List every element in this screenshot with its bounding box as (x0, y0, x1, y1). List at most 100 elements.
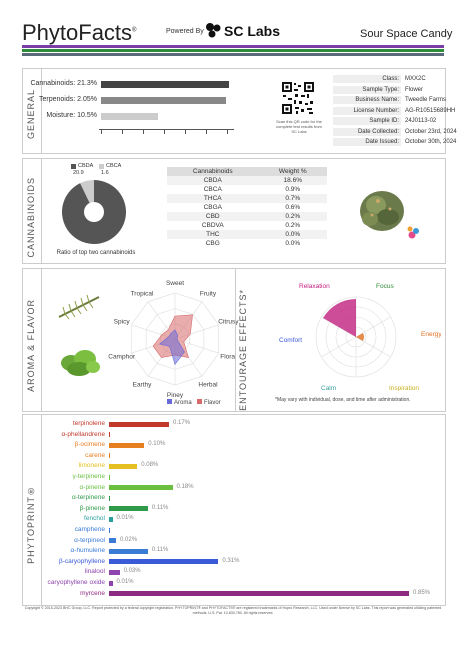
cannabinoid-weight: 0.0% (285, 240, 301, 247)
detail-key: Date Issued: (333, 138, 401, 146)
brand-logo: PhytoFacts® (22, 20, 137, 45)
detail-value: Tweedle Farms (405, 97, 447, 103)
pine-sprig-image (58, 294, 100, 320)
legend-swatch (71, 164, 76, 169)
cannabinoid-name: CBGA (203, 204, 222, 211)
header-stripe-gray (22, 53, 444, 56)
detail-key: License Number: (333, 106, 401, 115)
terpene-label: β-ocimene (74, 441, 105, 449)
terpene-label: camphene (74, 526, 105, 533)
general-bar-label: Cannabinoids: 21.3% (30, 80, 97, 87)
terpene-bar (109, 421, 169, 427)
aroma-legend-label: Aroma (174, 400, 192, 406)
cannabinoid-weight: 18.6% (258, 176, 327, 185)
terpene-bar (109, 591, 409, 597)
sc-labs-logo (204, 21, 222, 44)
terpene-value: 0.10% (148, 441, 166, 448)
entourage-note: *May vary with individual, dose, and tim… (275, 397, 411, 403)
general-axis-tick (227, 129, 228, 134)
cannabinoid-pie-chart (61, 180, 126, 244)
pie-center-hole (84, 202, 104, 222)
general-axis-tick (101, 129, 102, 134)
cannabinoid-table: Cannabinoids Weight % CBDA 18.6% CBCA 0.9% T… (167, 167, 327, 248)
legend-name: CBDA (78, 163, 94, 169)
entourage-axis-label: Inspiration (389, 385, 419, 391)
aroma-axis-label: Fruity (200, 291, 217, 298)
terpene-value: 0.03% (123, 568, 141, 575)
qr-caption: Scan this QR code for the complete test … (276, 119, 322, 134)
table-row: CBDA 18.6% (167, 176, 327, 185)
general-bar-label: Terpenoids: 2.05% (39, 96, 97, 103)
detail-key: Sample Type: (333, 85, 401, 94)
aroma-plant-image-bottom (55, 345, 103, 384)
detail-value: October 30th, 2024 (405, 139, 457, 145)
terpene-label: carene (85, 451, 105, 459)
cannabinoids-section-label: CANNABINOIDS (26, 177, 36, 258)
terpene-label: linalool (84, 568, 105, 576)
aroma-axis-label: Camphor (108, 353, 136, 360)
detail-value: AG-R10515689HH (405, 107, 456, 114)
cannabinoid-name: THC (167, 230, 259, 239)
product-image (348, 179, 423, 244)
general-axis-tick (122, 129, 123, 134)
terpene-value: 0.31% (222, 557, 240, 564)
terpene-bar (109, 485, 173, 491)
entourage-axis-label: Comfort (279, 337, 302, 344)
general-bar (101, 113, 158, 120)
terpene-bar (109, 442, 145, 448)
general-axis-tick (206, 129, 207, 134)
qr-code[interactable] (281, 81, 315, 115)
header-stripe-purple (22, 45, 444, 48)
aroma-axis-label: Spicy (114, 319, 131, 326)
general-panel: GENERAL Cannabinoids: 21.3% Terpenoids: 2… (22, 68, 457, 154)
terpene-bar (109, 463, 138, 469)
energy-wedge (356, 333, 364, 341)
terpene-label: limonene (78, 462, 105, 470)
aroma-axis-label: Floral (220, 353, 237, 360)
table-row: THC 0.0% (167, 230, 327, 239)
terpene-bar (109, 548, 148, 554)
terpene-value: 0.11% (151, 504, 169, 511)
general-bar-axis (99, 129, 234, 130)
terpene-bar (109, 474, 110, 480)
radar-spoke (355, 336, 391, 358)
sc-labs-mark-icon (206, 23, 221, 38)
phytoprint-panel: PHYTOPRINT® terpinolene 0.17% α-phellandre… (22, 414, 446, 606)
cannabinoid-name: CBD (167, 212, 259, 221)
terpene-value: 0.01% (116, 579, 134, 585)
entourage-axis-label: Calm (321, 385, 336, 391)
aroma-axis-label: Tropical (131, 291, 154, 298)
terpene-label: α-terpinene (71, 494, 105, 502)
entourage-radar-chart: Focus Energy Inspiration Calm Comfort Relaxat… (279, 283, 441, 391)
terpene-value: 0.85% (413, 589, 431, 596)
general-bar (101, 81, 229, 88)
terpene-bar (109, 569, 120, 575)
general-bar-label: Moisture: 10.5% (46, 112, 97, 119)
aroma-axis-label: Herbal (198, 381, 218, 388)
aroma-axis-label: Sweet (166, 280, 184, 287)
cannabinoid-name: CBG (205, 240, 220, 247)
table-row: CBD 0.2% (167, 212, 327, 221)
table-row: CBCA 0.9% (167, 185, 327, 194)
terpene-bar (109, 527, 110, 533)
terpene-label: terpinolene (72, 420, 105, 427)
aroma-legend-swatch (197, 399, 202, 404)
terpene-bar (109, 453, 110, 459)
terpene-label: α-pinene (79, 483, 105, 491)
cannabinoid-name: CBDA (167, 176, 259, 185)
terpene-label: fenchol (84, 515, 105, 523)
aroma-plant-image-top (55, 291, 103, 326)
qr-code-icon (281, 81, 315, 115)
detail-key: Sample ID: (333, 117, 401, 125)
aroma-axis-label: Piney (167, 392, 184, 399)
cannabinoid-weight: 0.2% (258, 212, 327, 221)
cannabinoid-weight: 0.0% (258, 230, 327, 239)
detail-value: October 23rd, 2024 (405, 128, 457, 135)
terpene-bar (109, 516, 113, 522)
entourage-axis-label: Focus (376, 283, 394, 290)
cannabinoid-weight: 0.2% (285, 222, 301, 229)
terpene-value: 0.18% (176, 483, 194, 490)
footer-copyright: Copyright © 2015-2023 BHC Group, LLC. Re… (24, 606, 442, 615)
cannabinoid-name: CBCA (203, 186, 222, 193)
terpene-label: myrcene (80, 589, 105, 597)
